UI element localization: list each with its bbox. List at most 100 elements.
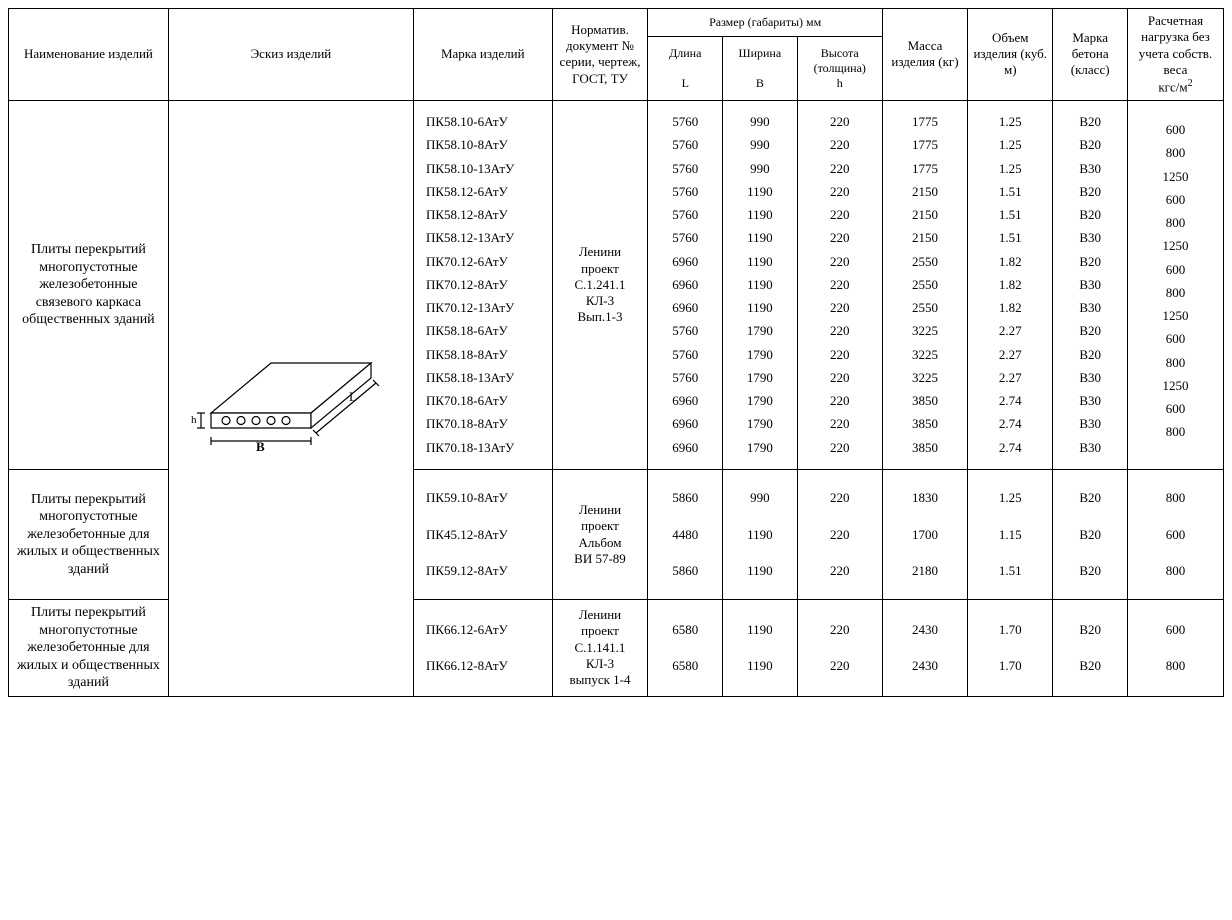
cell-value: 800 — [1134, 648, 1217, 684]
mark-value: ПК58.12-6АтУ — [426, 180, 544, 203]
cell-value: 5760 — [654, 320, 716, 343]
cell-value: 990 — [729, 111, 791, 134]
cell-value: 220 — [804, 366, 876, 389]
slab-sketch: LBh — [191, 343, 391, 453]
cell-value: 2550 — [889, 273, 961, 296]
cell-value: 2150 — [889, 180, 961, 203]
cell-value: 2550 — [889, 297, 961, 320]
cell-value: 5760 — [654, 134, 716, 157]
cell-value: 220 — [804, 204, 876, 227]
cell-value: 220 — [804, 553, 876, 589]
cell-value: 6960 — [654, 390, 716, 413]
cell-value: 1190 — [729, 553, 791, 589]
cell-value: 4480 — [654, 517, 716, 553]
cell-value: 1830 — [889, 480, 961, 516]
cell-value: 600 — [1134, 119, 1217, 142]
col-B: 99011901190 — [723, 470, 798, 600]
cell-value: 1190 — [729, 180, 791, 203]
mark-value: ПК58.10-8АтУ — [426, 134, 544, 157]
cell-value: 1190 — [729, 517, 791, 553]
mark-value: ПК66.12-6АтУ — [426, 612, 544, 648]
hdr-mass: Масса изделия (кг) — [882, 9, 967, 101]
cell-value: В30 — [1059, 366, 1121, 389]
svg-text:B: B — [256, 439, 265, 453]
cell-value: 3850 — [889, 390, 961, 413]
cell-value: 1250 — [1134, 165, 1217, 188]
mark-value: ПК58.18-8АтУ — [426, 343, 544, 366]
cell-value: 220 — [804, 612, 876, 648]
doc-cell: ЛенинипроектС.1.141.1КЛ-3выпуск 1-4 — [552, 600, 648, 697]
cell-value: В20 — [1059, 612, 1121, 648]
cell-value: В30 — [1059, 413, 1121, 436]
cell-value — [1134, 444, 1217, 451]
mark-value: ПК59.10-8АтУ — [426, 480, 544, 516]
mark-value: ПК58.10-13АтУ — [426, 157, 544, 180]
table-header: Наименование изделий Эскиз изделий Марка… — [9, 9, 1224, 101]
cell-value: 990 — [729, 157, 791, 180]
table-body: Плиты перекрытий многопустотные железобе… — [9, 100, 1224, 696]
cell-value: 6580 — [654, 648, 716, 684]
col-mass: 24302430 — [882, 600, 967, 697]
cell-value: В20 — [1059, 343, 1121, 366]
cell-value: 1790 — [729, 320, 791, 343]
cell-value: 2.27 — [974, 320, 1046, 343]
col-load: 6008001250600800125060080012506008001250… — [1127, 100, 1223, 470]
col-vol: 1.251.151.51 — [968, 470, 1053, 600]
cell-value: 220 — [804, 648, 876, 684]
mark-value: ПК58.12-13АтУ — [426, 227, 544, 250]
mark-value: ПК58.12-8АтУ — [426, 204, 544, 227]
cell-value: 1190 — [729, 297, 791, 320]
cell-value: 1190 — [729, 273, 791, 296]
cell-value: 1775 — [889, 111, 961, 134]
hdr-vol: Объем изделия (куб. м) — [968, 9, 1053, 101]
cell-value: 1250 — [1134, 235, 1217, 258]
spec-table: Наименование изделий Эскиз изделий Марка… — [8, 8, 1224, 697]
cell-value: 1.70 — [974, 612, 1046, 648]
cell-value: В20 — [1059, 250, 1121, 273]
mark-value: ПК66.12-8АтУ — [426, 648, 544, 684]
cell-value: 220 — [804, 320, 876, 343]
cell-value: 800 — [1134, 553, 1217, 589]
cell-value: 6960 — [654, 297, 716, 320]
cell-value: 220 — [804, 480, 876, 516]
cell-value: 2.74 — [974, 413, 1046, 436]
hdr-load: Расчетная нагрузка без учета собств. вес… — [1127, 9, 1223, 101]
hdr-doc: Норматив. документ № серии, чертеж, ГОСТ… — [552, 9, 648, 101]
cell-value: 800 — [1134, 142, 1217, 165]
section-row: Плиты перекрытий многопустотные железобе… — [9, 100, 1224, 470]
cell-value: 990 — [729, 480, 791, 516]
cell-value: 5860 — [654, 553, 716, 589]
cell-value: 5760 — [654, 343, 716, 366]
cell-value: 220 — [804, 111, 876, 134]
cell-value: 800 — [1134, 480, 1217, 516]
cell-value: 3225 — [889, 320, 961, 343]
cell-value: 1775 — [889, 157, 961, 180]
cell-value: 1190 — [729, 227, 791, 250]
col-vol: 1.251.251.251.511.511.511.821.821.822.27… — [968, 100, 1053, 470]
cell-value: 2180 — [889, 553, 961, 589]
cell-value: 600 — [1134, 328, 1217, 351]
col-mass: 183017002180 — [882, 470, 967, 600]
hdr-beton: Марка бетона (класс) — [1053, 9, 1128, 101]
col-vol: 1.701.70 — [968, 600, 1053, 697]
cell-value: 2.74 — [974, 390, 1046, 413]
cell-value: 1790 — [729, 413, 791, 436]
cell-value: В20 — [1059, 517, 1121, 553]
cell-value: 990 — [729, 134, 791, 157]
sketch-cell: LBh — [168, 100, 413, 696]
cell-value: В20 — [1059, 180, 1121, 203]
col-B: 9909909901190119011901190119011901790179… — [723, 100, 798, 470]
mark-value: ПК70.18-13АтУ — [426, 436, 544, 459]
cell-value: 1.51 — [974, 227, 1046, 250]
cell-value: 6960 — [654, 436, 716, 459]
cell-value: 1190 — [729, 250, 791, 273]
col-h: 220220 — [797, 600, 882, 697]
cell-value: 1790 — [729, 436, 791, 459]
cell-value: 1.51 — [974, 553, 1046, 589]
cell-value: 3225 — [889, 366, 961, 389]
cell-value: 5860 — [654, 480, 716, 516]
doc-cell: ЛенинипроектС.1.241.1КЛ-3Вып.1-3 — [552, 100, 648, 470]
col-beton: В20В20 — [1053, 600, 1128, 697]
mark-value: ПК70.12-13АтУ — [426, 297, 544, 320]
hdr-mark: Марка изделий — [413, 9, 552, 101]
